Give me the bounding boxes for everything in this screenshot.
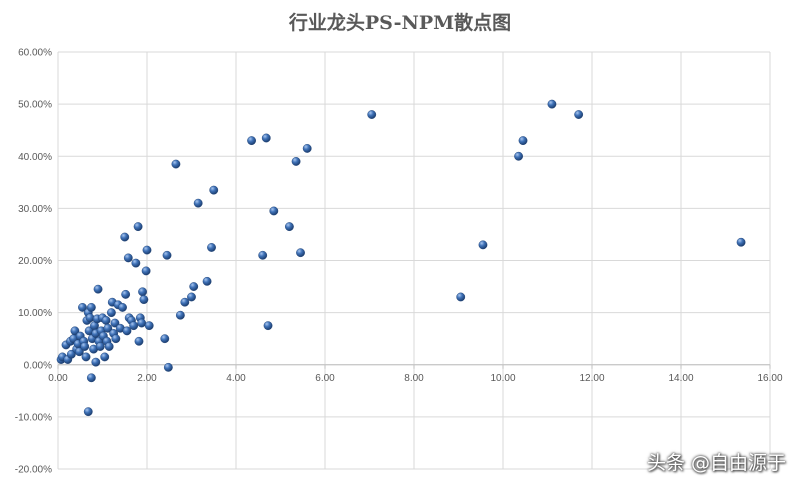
y-tick-label: 20.00% [18,256,52,267]
data-point [144,321,154,331]
data-point [263,321,273,331]
data-point [163,362,173,372]
x-tick-label: 14.00 [668,373,693,384]
x-tick-label: 4.00 [226,373,246,384]
data-point [74,347,84,357]
data-point [456,292,466,302]
data-point [120,232,130,242]
y-tick-label: -20.00% [15,465,52,476]
y-tick-label: 40.00% [18,152,52,163]
data-point [139,295,149,304]
data-point [131,258,141,268]
x-tick-label: 8.00 [404,373,424,384]
data-point [104,342,114,351]
data-point [122,326,132,336]
data-point [138,287,147,297]
data-point [193,198,203,208]
data-point [202,276,212,286]
data-point [284,222,294,232]
data-point [101,316,111,325]
data-point [133,222,143,232]
data-point [261,133,271,143]
data-point [302,144,312,153]
data-point [247,136,256,146]
data-point [80,342,90,351]
data-point [367,110,377,119]
x-tick-label: 6.00 [315,373,335,384]
watermark: 头条 @自由源于 [646,452,786,474]
data-point [269,206,279,216]
y-tick-label: -10.00% [15,412,52,423]
data-point [547,99,557,109]
data-point [180,297,190,307]
data-point [171,159,181,169]
data-point [110,318,120,328]
data-point [70,326,80,336]
data-point [142,245,152,255]
y-tick-label: 10.00% [18,308,52,319]
data-point [291,157,301,166]
chart-title: 行业龙头PS-NPM散点图 [288,12,512,34]
data-point [121,289,131,299]
data-point [86,373,96,383]
data-point [107,308,116,318]
data-point [95,342,105,351]
data-point [175,310,185,320]
data-point [91,357,101,367]
data-point [207,243,216,252]
data-point [518,136,528,146]
data-point [187,292,196,302]
data-point [86,303,96,312]
data-point [514,151,523,161]
data-point [129,321,139,331]
data-point [258,250,268,260]
data-point [162,250,172,260]
data-point [123,253,133,263]
data-point [137,318,147,328]
data-point [736,237,746,247]
data-point [81,352,91,362]
y-tick-label: 60.00% [18,48,52,59]
data-point [134,336,144,346]
y-tick-label: 0.00% [24,360,52,371]
x-tick-label: 16.00 [757,373,782,384]
data-point [160,334,170,344]
y-tick-label: 50.00% [18,100,52,111]
y-tick-label: 30.00% [18,204,52,215]
data-point [78,303,87,312]
data-point [118,303,127,312]
data-point [66,349,76,359]
data-point [111,334,121,344]
data-point [83,407,93,417]
data-point [296,248,305,258]
data-point [478,240,488,250]
x-tick-label: 2.00 [137,373,157,384]
x-tick-label: 0.00 [48,373,68,384]
data-point [189,282,199,291]
data-point [93,284,103,294]
data-point [209,185,219,195]
data-point [100,352,110,362]
x-tick-label: 10.00 [490,373,515,384]
data-point [141,266,151,276]
data-point [574,110,584,119]
x-tick-label: 12.00 [579,373,604,384]
data-point [103,323,113,333]
